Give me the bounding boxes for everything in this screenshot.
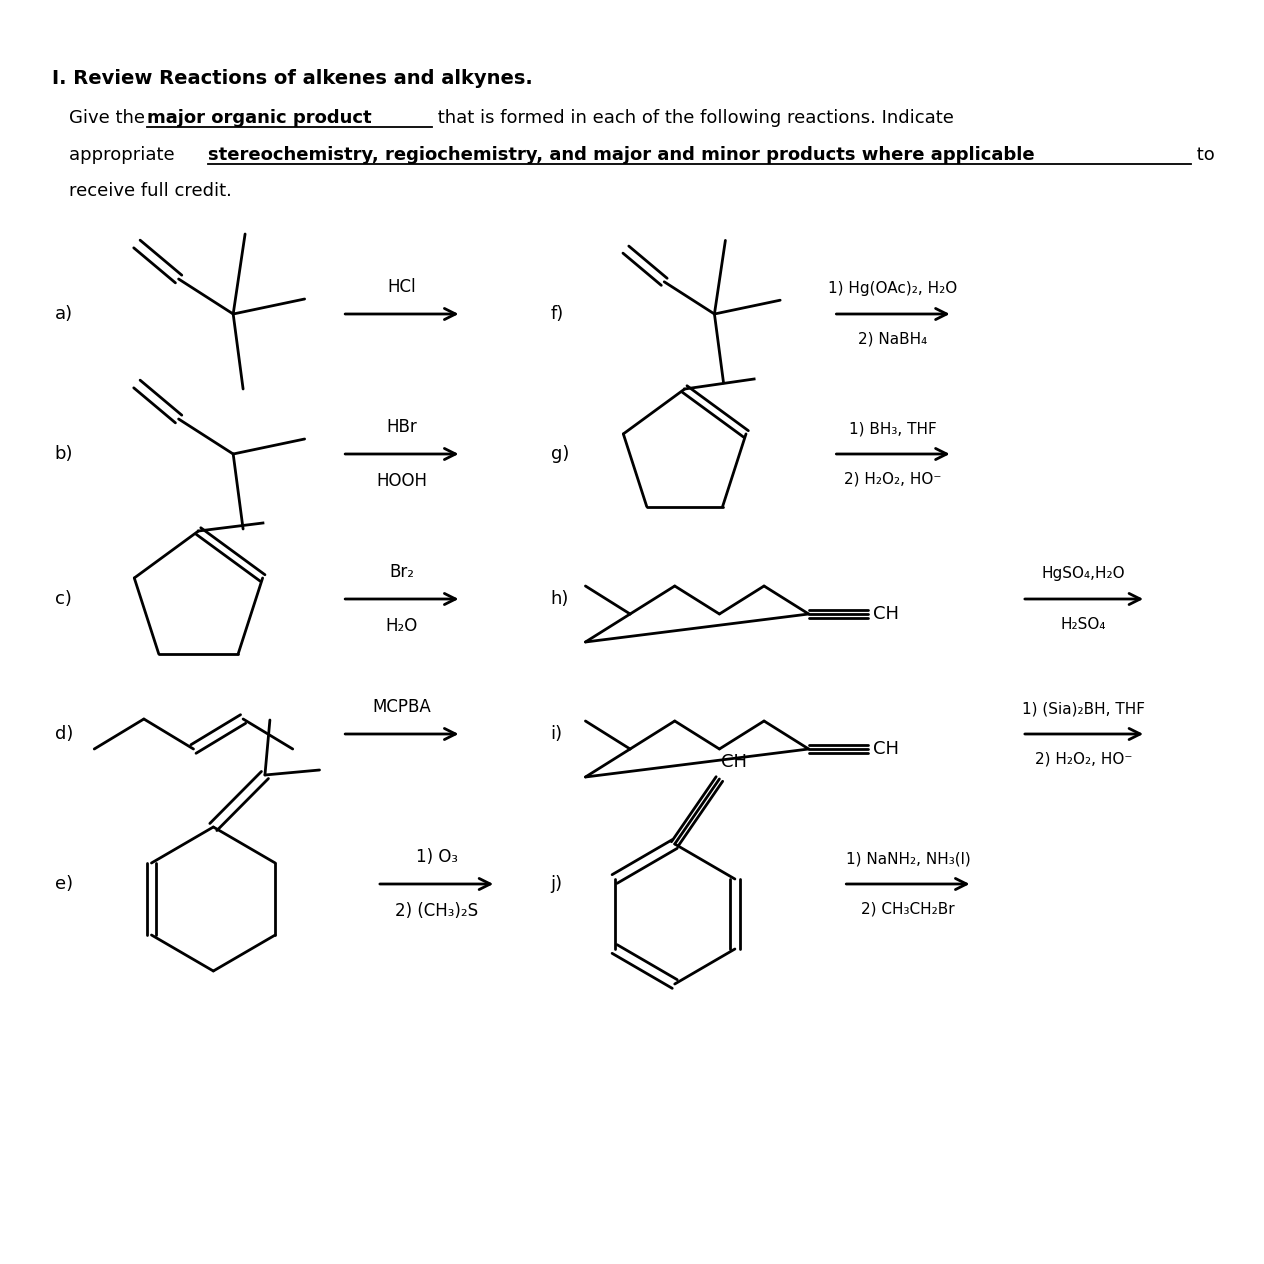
Text: Give the: Give the [70,109,152,126]
Text: H₂SO₄: H₂SO₄ [1060,617,1106,632]
Text: HBr: HBr [387,418,417,436]
Text: stereochemistry, regiochemistry, and major and minor products where applicable: stereochemistry, regiochemistry, and maj… [209,147,1035,164]
Text: 2) NaBH₄: 2) NaBH₄ [858,332,928,348]
Text: j): j) [551,875,562,892]
Text: c): c) [54,590,72,608]
Text: a): a) [54,305,73,324]
Text: h): h) [551,590,569,608]
Text: Br₂: Br₂ [389,562,415,581]
Text: HgSO₄,H₂O: HgSO₄,H₂O [1042,566,1125,581]
Text: 1) (Sia)₂BH, THF: 1) (Sia)₂BH, THF [1023,702,1145,715]
Text: 2) H₂O₂, HO⁻: 2) H₂O₂, HO⁻ [1035,752,1133,767]
Text: major organic product: major organic product [147,109,372,126]
Text: CH: CH [722,753,747,771]
Text: HOOH: HOOH [377,471,427,490]
Text: e): e) [54,875,73,892]
Text: I. Review Reactions of alkenes and alkynes.: I. Review Reactions of alkenes and alkyn… [52,70,532,88]
Text: to: to [1191,147,1215,164]
Text: CH: CH [873,605,899,623]
Text: d): d) [54,726,73,743]
Text: i): i) [551,726,562,743]
Text: appropriate: appropriate [70,147,181,164]
Text: f): f) [551,305,564,324]
Text: H₂O: H₂O [386,617,418,635]
Text: b): b) [54,445,73,463]
Text: receive full credit.: receive full credit. [70,182,233,200]
Text: g): g) [551,445,569,463]
Text: 1) NaNH₂, NH₃(l): 1) NaNH₂, NH₃(l) [846,851,971,866]
Text: MCPBA: MCPBA [373,698,431,715]
Text: 2) CH₃CH₂Br: 2) CH₃CH₂Br [861,902,954,916]
Text: 1) BH₃, THF: 1) BH₃, THF [849,421,937,436]
Text: 2) H₂O₂, HO⁻: 2) H₂O₂, HO⁻ [844,471,942,487]
Text: 1) Hg(OAc)₂, H₂O: 1) Hg(OAc)₂, H₂O [828,281,958,296]
Text: 1) O₃: 1) O₃ [416,848,458,866]
Text: CH: CH [873,739,899,758]
Text: HCl: HCl [388,278,416,296]
Text: 2) (CH₃)₂S: 2) (CH₃)₂S [396,902,478,920]
Text: that is formed in each of the following reactions. Indicate: that is formed in each of the following … [431,109,953,126]
